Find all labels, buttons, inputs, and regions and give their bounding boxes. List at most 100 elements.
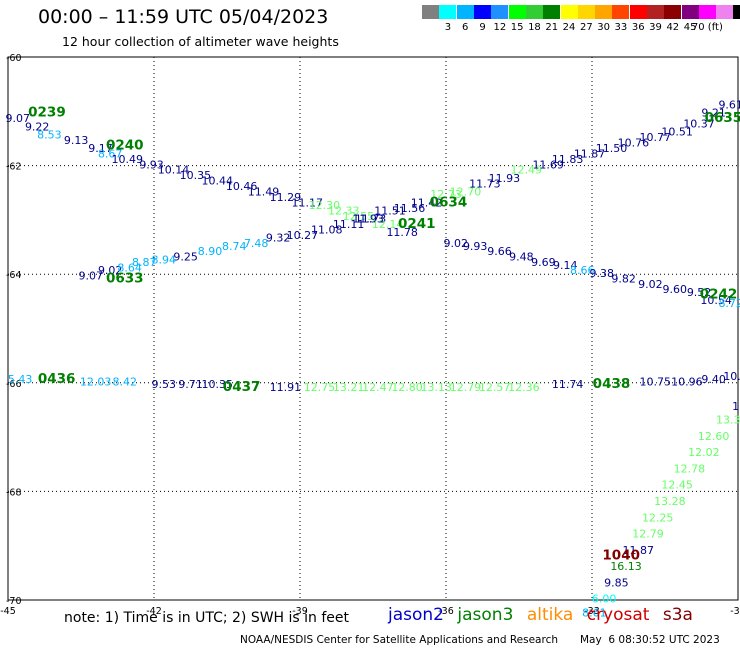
legend-jason2: jason2 [388, 605, 444, 625]
wave-height-label: 10.51 [661, 126, 693, 139]
wave-height-label: 8.53 [37, 128, 62, 141]
wave-height-label: 11.83 [552, 153, 584, 166]
scale-color [647, 5, 664, 19]
scale-label: 45 [683, 22, 697, 33]
x-tick-label: -36 [438, 606, 454, 617]
wave-height-label: 12.80 [391, 381, 423, 394]
wave-height-label: 13.21 [333, 381, 365, 394]
scale-swatch: 21 [543, 5, 561, 33]
wave-height-label: 8.42 [113, 376, 138, 389]
wave-height-label: 10.49 [111, 153, 143, 166]
pass-time-label: 0241 [398, 216, 436, 232]
scale-label: 36 [631, 22, 645, 33]
wave-height-label: 10.3 [723, 370, 740, 383]
y-tick-label: -62 [6, 162, 22, 173]
scale-label: 9 [479, 22, 486, 33]
scale-swatch: 70 (ft) [692, 5, 723, 33]
wave-height-label: 9.61 [718, 99, 740, 112]
wave-height-label: 12.14 [372, 218, 404, 231]
scale-color [595, 5, 613, 19]
wave-height-label: 11.49 [248, 185, 280, 198]
wave-height-label: 11.87 [622, 544, 654, 557]
wave-height-label: 9.93 [463, 240, 488, 253]
scale-label: 18 [528, 22, 541, 33]
wave-height-label: 9.52 [687, 286, 712, 299]
pass-time-label: 0635 [705, 110, 740, 126]
wave-height-label: 9.82 [611, 272, 636, 285]
scale-swatch: 9 [474, 5, 492, 33]
wave-height-label: 9.02 [638, 278, 663, 291]
wave-height-label: 9.85 [604, 576, 629, 589]
wave-height-label: 12.75 [304, 381, 336, 394]
chart-subtitle: 12 hour collection of altimeter wave hei… [62, 34, 339, 49]
wave-height-label: 1 [732, 400, 739, 413]
wave-height-label: 9.07 [5, 112, 30, 125]
scale-label: 15 [510, 22, 524, 33]
wave-height-label: 9.69 [531, 256, 556, 269]
scale-swatch: 39 [647, 5, 664, 33]
wave-height-label: 11.78 [386, 226, 418, 239]
wave-height-label: 10.46 [226, 180, 258, 193]
wave-height-label: 8.66 [570, 264, 595, 277]
scale-color [629, 5, 647, 19]
scale-label: 12 [493, 22, 507, 33]
x-tick-label: -39 [292, 606, 308, 617]
pass-time-label: 0436 [38, 371, 76, 387]
wave-height-label: 8.87 [132, 256, 157, 269]
wave-height-label: 11.74 [552, 378, 584, 391]
y-tick-label: -66 [6, 379, 22, 390]
scale-label: 3 [444, 22, 452, 33]
wave-height-label: 8.61 [582, 606, 607, 619]
scale-label: 39 [649, 22, 662, 33]
legend-jason3: jason3 [457, 605, 514, 625]
wave-height-label: 16.13 [610, 560, 642, 573]
scale-label: 6 [462, 22, 469, 33]
wave-height-label: 9.71 [178, 378, 203, 391]
wave-height-label: 12.02 [688, 446, 720, 459]
scale-color [681, 5, 699, 19]
wave-height-label: 12.47 [362, 381, 394, 394]
satellite-legend: jason2 jason3 altika cryosat s3a [388, 605, 701, 625]
wave-height-label: 13.13 [421, 381, 453, 394]
scale-color [612, 5, 630, 19]
wave-height-label: 12.03 [80, 376, 112, 389]
wave-height-label: 12.55 [343, 210, 375, 223]
wave-height-label: 11.51 [374, 204, 406, 217]
scale-swatch [422, 5, 440, 33]
wave-height-label: 10.54 [700, 294, 732, 307]
wave-height-label: 9.60 [662, 283, 687, 296]
wave-height-label: 9.02 [443, 237, 468, 250]
scale-color [439, 5, 457, 19]
wave-height-label: 11.11 [333, 218, 365, 231]
pass-time-label: 0633 [106, 270, 144, 286]
wave-height-label: 10.76 [618, 137, 650, 150]
chart-title: 00:00 – 11:59 UTC 05/04/2023 [38, 6, 329, 28]
credit-line: NOAA/NESDIS Center for Satellite Applica… [240, 634, 558, 646]
scale-swatch: 3 [439, 5, 457, 33]
wave-height-label: 6.00 [592, 593, 617, 606]
wave-height-label: 8.72 [718, 297, 740, 310]
pass-time-label: 0437 [223, 379, 261, 395]
wave-height-label: 9.32 [266, 232, 291, 245]
wave-height-label: 11.08 [311, 223, 343, 236]
wave-height-label: 12.70 [450, 185, 482, 198]
wave-height-label: 12.25 [642, 511, 674, 524]
x-tick-label: -33 [584, 606, 600, 617]
scale-color [508, 5, 526, 19]
wave-height-label: 12.33 [328, 204, 360, 217]
credit-timestamp: May 6 08:30:52 UTC 2023 [580, 634, 720, 646]
y-tick-label: -64 [6, 270, 22, 281]
wave-height-label: 12.78 [674, 462, 706, 475]
scale-color [733, 5, 740, 19]
wave-height-label: 11.93 [489, 172, 521, 185]
wave-height-label: 11.42 [411, 196, 443, 209]
scale-label: 30 [597, 22, 610, 33]
scale-color [525, 5, 543, 19]
wave-height-label: 9.40 [701, 373, 726, 386]
wave-height-label: 8.74 [222, 240, 247, 253]
footnote: note: 1) Time is in UTC; 2) SWH is in fe… [64, 610, 350, 626]
legend-s3a: s3a [662, 605, 693, 625]
wave-height-label: 9.66 [487, 245, 512, 258]
y-tick-label: -68 [6, 487, 22, 498]
color-scale-legend: 3 6 9 12 15 18 21 24 27 30 33 36 39 42 45 70 (ft) [422, 5, 740, 33]
